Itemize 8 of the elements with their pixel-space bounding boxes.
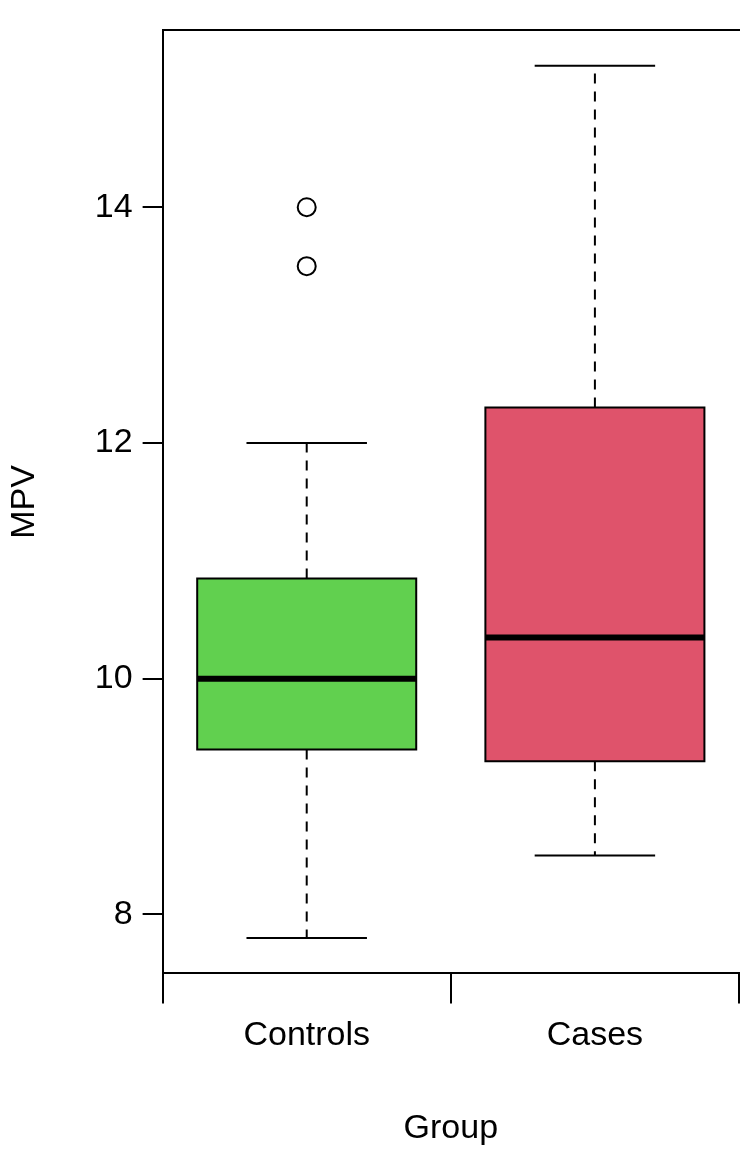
y-tick-label: 10 [94, 657, 133, 696]
x-tick-label: Controls [243, 1014, 371, 1053]
y-tick-label: 12 [94, 421, 133, 460]
y-tick-label: 8 [113, 892, 133, 931]
y-tick-label: 14 [94, 185, 133, 224]
y-axis-title: MPV [2, 464, 41, 539]
x-axis-title: Group [403, 1106, 499, 1145]
x-tick-label: Cases [546, 1014, 644, 1053]
